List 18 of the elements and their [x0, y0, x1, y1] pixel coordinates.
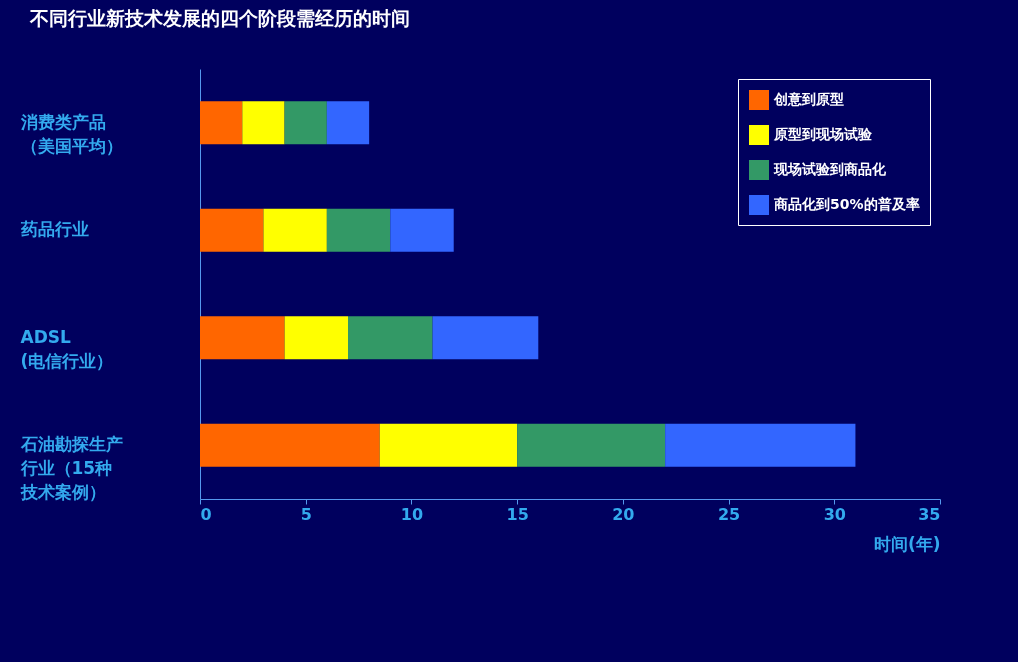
- y-tick-label: ADSL(电信行业）: [20, 326, 114, 371]
- x-tick-label: 35: [918, 504, 941, 524]
- x-tick-label: 5: [300, 504, 312, 524]
- chart-title: 不同行业新技术发展的四个阶段需经历的时间: [29, 7, 410, 29]
- y-tick-label: 药品行业: [19, 219, 89, 240]
- x-axis-title: 时间(年): [873, 533, 941, 554]
- y-tick-label: 石油勘探生产行业（15种技术案例）: [19, 434, 123, 503]
- x-tick-label: 30: [823, 504, 846, 524]
- legend-label: 现场试验到商品化: [773, 161, 887, 177]
- x-tick-label: 0: [200, 504, 212, 524]
- legend-label: 原型到现场试验: [773, 126, 873, 142]
- x-tick-label: 25: [717, 504, 741, 524]
- x-tick-label: 20: [612, 504, 635, 524]
- legend-label: 创意到原型: [773, 91, 844, 107]
- x-tick-label: 10: [400, 504, 424, 524]
- y-tick-label: 消费类产品（美国平均）: [19, 111, 123, 156]
- legend-label: 商品化到50%的普及率: [773, 196, 920, 212]
- x-tick-label: 15: [506, 504, 529, 524]
